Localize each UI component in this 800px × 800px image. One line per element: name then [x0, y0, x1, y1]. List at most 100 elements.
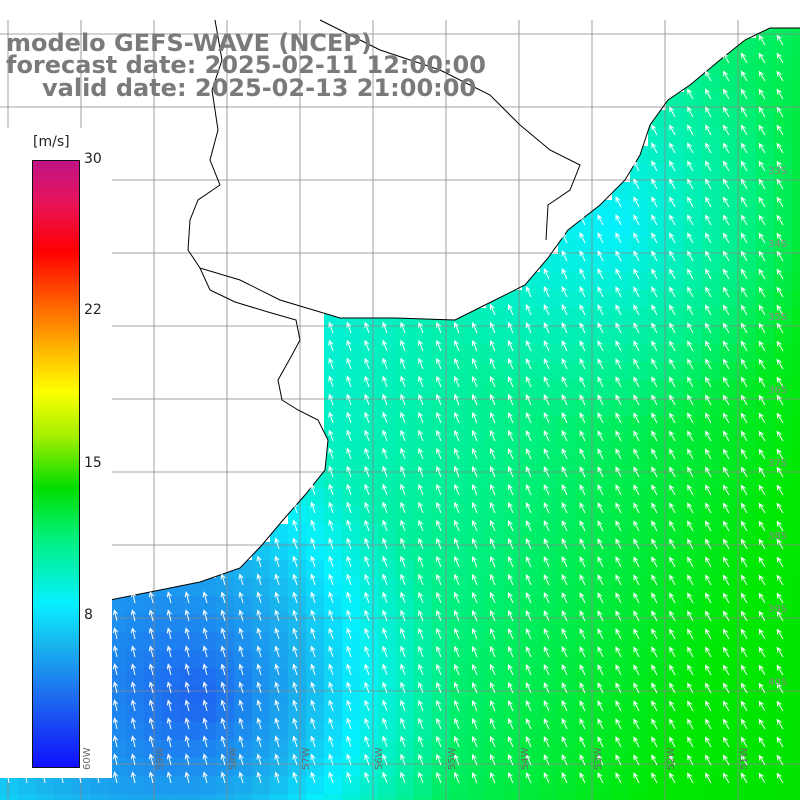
- wind-speed-cell: [414, 794, 433, 800]
- wind-speed-cell: [702, 254, 721, 273]
- wind-arrow: [382, 717, 388, 730]
- wind-arrow: [651, 610, 658, 622]
- wind-arrow: [328, 447, 334, 460]
- wind-arrow: [525, 393, 532, 406]
- wind-speed-cell: [792, 470, 800, 489]
- wind-speed-cell: [612, 290, 631, 309]
- wind-speed-cell: [720, 290, 739, 309]
- wind-arrow: [633, 772, 640, 784]
- wind-arrow: [525, 465, 532, 478]
- wind-speed-cell: [756, 326, 775, 345]
- wind-speed-cell: [504, 632, 523, 651]
- wind-arrow: [633, 646, 640, 658]
- wind-speed-cell: [540, 740, 559, 759]
- wind-arrow: [776, 376, 784, 388]
- wind-arrow: [346, 447, 352, 460]
- wind-speed-cell: [738, 74, 757, 93]
- wind-speed-cell: [468, 776, 487, 795]
- wind-speed-cell: [594, 560, 613, 579]
- wind-arrow: [758, 304, 766, 316]
- wind-arrow: [615, 772, 622, 784]
- wind-arrow: [471, 573, 478, 586]
- wind-speed-cell: [180, 794, 199, 800]
- wind-arrow: [758, 592, 766, 604]
- wind-arrow: [543, 771, 550, 784]
- wind-arrow: [382, 447, 388, 460]
- wind-speed-cell: [630, 434, 649, 453]
- wind-speed-cell: [468, 326, 487, 345]
- wind-speed-cell: [108, 614, 127, 633]
- wind-arrow: [669, 556, 676, 568]
- wind-arrow: [579, 718, 586, 730]
- wind-arrow: [561, 268, 568, 280]
- wind-arrow: [705, 466, 712, 478]
- wind-speed-cell: [288, 668, 307, 687]
- wind-speed-cell: [612, 794, 631, 800]
- wind-speed-cell: [288, 506, 307, 525]
- wind-speed-cell: [576, 722, 595, 741]
- wind-arrow: [561, 754, 568, 766]
- wind-speed-cell: [468, 542, 487, 561]
- wind-speed-cell: [756, 794, 775, 800]
- wind-speed-cell: [612, 650, 631, 669]
- wind-speed-cell: [558, 470, 577, 489]
- wind-speed-cell: [288, 614, 307, 633]
- wind-speed-cell: [594, 470, 613, 489]
- wind-arrow: [669, 538, 676, 550]
- wind-arrow: [400, 519, 406, 532]
- wind-arrow: [400, 447, 406, 460]
- wind-speed-cell: [648, 506, 667, 525]
- wind-speed-cell: [360, 362, 379, 381]
- wind-arrow: [400, 321, 406, 334]
- wind-speed-cell: [594, 578, 613, 597]
- wind-speed-cell: [504, 506, 523, 525]
- wind-speed-cell: [684, 704, 703, 723]
- wind-arrow: [597, 250, 604, 262]
- wind-arrow: [669, 628, 676, 640]
- wind-arrow: [651, 286, 658, 298]
- wind-arrow: [597, 502, 604, 514]
- wind-arrow: [489, 357, 496, 370]
- wind-speed-cell: [684, 776, 703, 795]
- wind-arrow: [525, 717, 532, 730]
- wind-arrow: [615, 466, 622, 478]
- wind-speed-cell: [540, 272, 559, 291]
- wind-arrow: [705, 736, 712, 748]
- wind-speed-cell: [738, 722, 757, 741]
- wind-arrow: [436, 753, 442, 766]
- wind-speed-cell: [648, 560, 667, 579]
- wind-speed-cell: [540, 470, 559, 489]
- wind-arrow: [364, 321, 370, 334]
- wind-arrow: [328, 753, 334, 766]
- wind-speed-cell: [702, 200, 721, 219]
- wind-speed-cell: [270, 740, 289, 759]
- wind-arrow: [687, 574, 694, 586]
- wind-arrow: [364, 429, 370, 442]
- wind-speed-cell: [666, 524, 685, 543]
- wind-arrow: [346, 735, 352, 748]
- wind-speed-cell: [792, 236, 800, 255]
- wind-speed-cell: [396, 578, 415, 597]
- wind-arrow: [382, 537, 388, 550]
- wind-arrow: [740, 358, 748, 370]
- wind-arrow: [543, 519, 550, 532]
- wind-arrow: [471, 483, 478, 496]
- wind-arrow: [633, 628, 640, 640]
- wind-arrow: [256, 663, 262, 676]
- wind-arrow: [220, 735, 226, 748]
- wind-arrow: [220, 681, 226, 694]
- wind-speed-cell: [504, 524, 523, 543]
- wind-speed-cell: [774, 236, 793, 255]
- wind-speed-cell: [540, 488, 559, 507]
- wind-speed-cell: [486, 686, 505, 705]
- wind-arrow: [489, 411, 496, 424]
- wind-speed-cell: [576, 578, 595, 597]
- wind-speed-cell: [720, 380, 739, 399]
- wind-speed-cell: [198, 758, 217, 777]
- wind-speed-cell: [666, 776, 685, 795]
- wind-speed-cell: [756, 200, 775, 219]
- wind-speed-cell: [396, 470, 415, 489]
- wind-speed-cell: [360, 614, 379, 633]
- wind-speed-cell: [450, 380, 469, 399]
